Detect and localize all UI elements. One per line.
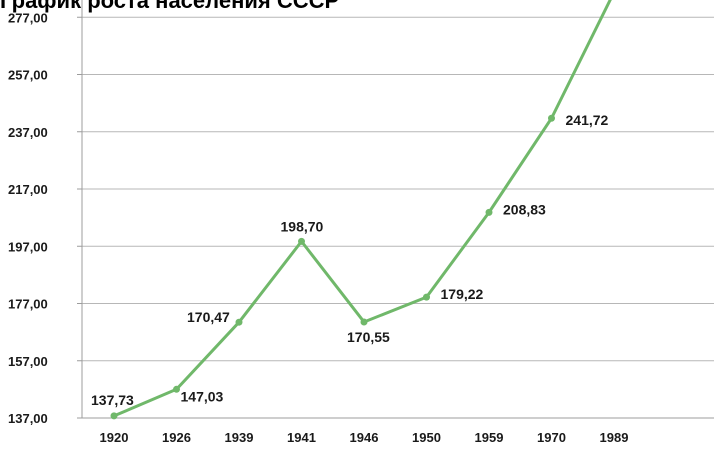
data-points — [110, 114, 555, 420]
y-tick-label: 137,00 — [8, 411, 48, 426]
y-tick-label: 257,00 — [8, 68, 48, 83]
data-point — [485, 208, 493, 216]
x-tick-label: 1926 — [162, 430, 191, 445]
x-tick-label: 1989 — [600, 430, 629, 445]
x-tick-label: 1970 — [537, 430, 566, 445]
data-point — [548, 114, 555, 122]
y-tick-labels: 137,00 157,00 177,00 197,00 217,00 237,00 257,… — [8, 10, 82, 426]
data-point — [423, 293, 430, 301]
data-label: 241,72 — [566, 112, 609, 128]
x-tick-label: 1946 — [350, 430, 379, 445]
data-point — [235, 318, 243, 326]
data-label: 170,47 — [187, 309, 230, 325]
y-tick-label: 217,00 — [8, 182, 48, 197]
y-tick-label: 237,00 — [8, 125, 48, 140]
x-tick-label: 1920 — [100, 430, 129, 445]
data-label: 137,73 — [91, 392, 134, 408]
x-tick-label: 1959 — [475, 430, 504, 445]
data-point — [298, 237, 305, 245]
x-tick-label: 1941 — [287, 430, 316, 445]
x-tick-labels: 1920 1926 1939 1941 1946 1950 1959 1970 1989 — [100, 430, 629, 445]
data-label: 170,55 — [347, 329, 390, 345]
data-label: 208,83 — [503, 201, 546, 217]
x-tick-label: 1939 — [225, 430, 254, 445]
x-tick-label: 1950 — [412, 430, 441, 445]
y-tick-label: 177,00 — [8, 297, 48, 312]
gridlines — [82, 16, 714, 362]
data-point — [173, 385, 180, 393]
data-label: 179,22 — [441, 286, 484, 302]
data-label: 147,03 — [181, 388, 224, 404]
y-tick-label: 277,00 — [8, 10, 48, 25]
data-point — [110, 412, 118, 420]
axes — [81, 0, 714, 419]
data-label: 198,70 — [281, 218, 324, 234]
y-tick-label: 197,00 — [8, 239, 48, 254]
y-tick-label: 157,00 — [8, 354, 48, 369]
data-labels: 137,73 147,03 170,47 198,70 170,55 179,22 208,… — [91, 112, 609, 408]
chart-title: График роста населения СССР — [0, 0, 339, 13]
data-point — [360, 318, 368, 326]
